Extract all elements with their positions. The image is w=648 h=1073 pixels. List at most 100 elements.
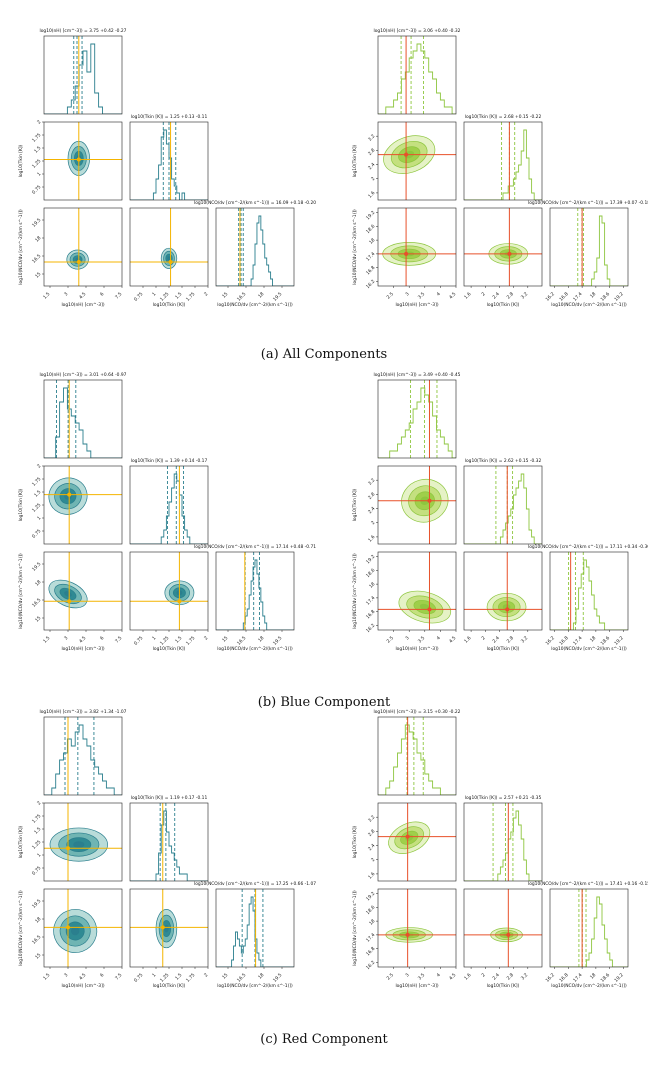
x-tick-label: 16.2 <box>545 972 557 984</box>
panel-frame <box>463 551 543 631</box>
y-tick-label: 1.25 <box>31 158 43 170</box>
contour-panel-n_H-T_kin: 0.75 11.25 1.51.75 2 log10(Tkin [K]) <box>18 800 123 882</box>
y-axis-label: log10(Tkin [K]) <box>352 825 358 858</box>
y-tick-label: 15 <box>34 952 42 960</box>
panel-frame <box>463 121 543 201</box>
x-tick-label: 16.5 <box>236 635 248 647</box>
x-tick-label: 16.2 <box>545 291 557 303</box>
contour-panel-n_H-N_CO: 1.5 3 4.5 6 7.5 log10(nH) [cm^-3]) 15 16.5 18 19.… <box>18 207 123 308</box>
x-tick-label: 7.5 <box>114 972 123 981</box>
x-tick-label: 1.6 <box>463 972 472 981</box>
y-tick-label: 18.6 <box>365 567 377 579</box>
y-tick-label: 18 <box>34 235 42 243</box>
panel-frame <box>549 888 629 968</box>
panel-title: log10(NCO/dv [cm^-2/(km s^-1)]) = 17.14 … <box>194 544 316 550</box>
x-tick-label: 19.5 <box>272 972 284 984</box>
x-tick-label: 1.6 <box>463 291 472 300</box>
truth-marker <box>66 925 70 930</box>
y-tick-label: 2.8 <box>367 491 376 500</box>
histogram-panel-T_kin: log10(Tkin [K]) = 1.39 +0.14 -0.17 <box>129 458 209 545</box>
y-tick-label: 2 <box>370 176 376 182</box>
panel-title: log10(nH) [cm^-3]) = 3.01 +0.64 -0.97 <box>40 372 127 378</box>
histogram-panel-n_H: log10(nH) [cm^-3]) = 3.06 +0.40 -0.32 <box>374 28 461 115</box>
x-tick-label: 1 <box>151 972 157 978</box>
x-tick-label: 4.5 <box>448 972 457 981</box>
x-tick-label: 1.5 <box>174 972 183 981</box>
x-tick-label: 16.8 <box>558 291 570 303</box>
histogram-panel-T_kin: log10(Tkin [K]) = 2.62 +0.15 -0.32 <box>463 458 543 545</box>
corner-plot-a-left: log10(nH) [cm^-3]) = 3.75 +0.42 -0.27 0.7… <box>18 28 316 308</box>
y-tick-label: 2 <box>370 857 376 863</box>
x-tick-label: 2 <box>203 972 209 978</box>
panel-frame <box>377 802 457 882</box>
histogram-T_kin <box>464 473 542 544</box>
x-tick-label: 18 <box>589 972 597 980</box>
histogram-N_CO <box>550 559 628 630</box>
panel-title: log10(nH) [cm^-3]) = 3.15 +0.30 -0.22 <box>374 709 461 715</box>
y-tick-label: 18 <box>368 918 376 926</box>
y-tick-label: 16.2 <box>365 279 377 291</box>
x-tick-label: 1.25 <box>159 972 171 984</box>
y-tick-label: 2.4 <box>367 506 376 515</box>
x-axis-label: log10(NCO/dv [cm^-2/(km s^-1)]) <box>551 302 627 308</box>
histogram-N_CO <box>550 896 628 967</box>
contour-panel-T_kin-N_CO: 0.75 1 1.25 1.5 1.75 2 log10(Tkin [K]) <box>129 207 209 308</box>
panel-frame <box>463 802 543 882</box>
x-tick-label: 19.5 <box>272 291 284 303</box>
x-tick-label: 4.5 <box>78 291 87 300</box>
y-axis-label: log10(NCO/dv [cm^-2/(km s^-1)]) <box>18 890 24 966</box>
x-tick-label: 4.5 <box>448 635 457 644</box>
panel-frame <box>215 551 295 631</box>
y-tick-label: 1.5 <box>33 826 42 835</box>
x-tick-label: 3.5 <box>417 972 426 981</box>
panel-frame <box>377 551 457 631</box>
truth-marker <box>66 846 70 851</box>
x-tick-label: 7.5 <box>114 635 123 644</box>
x-axis-label: log10(Tkin [K]) <box>487 983 520 989</box>
corner-plot-c-left: log10(nH) [cm^-3]) = 3.82 +1.34 -1.07 0.7… <box>18 709 316 989</box>
x-tick-label: 18 <box>257 972 265 980</box>
panel-frame <box>377 379 457 459</box>
x-tick-label: 19.2 <box>613 972 625 984</box>
x-tick-label: 18.6 <box>600 291 612 303</box>
panel-title: log10(NCO/dv [cm^-2/(km s^-1)]) = 17.41 … <box>528 881 648 887</box>
panel-frame <box>377 465 457 545</box>
x-tick-label: 3 <box>63 972 69 978</box>
y-tick-label: 17.4 <box>365 932 377 944</box>
x-tick-label: 1.75 <box>185 291 197 303</box>
truth-marker <box>160 925 165 930</box>
y-axis-label: log10(NCO/dv [cm^-2/(km s^-1)]) <box>352 209 358 285</box>
panel-frame <box>549 207 629 287</box>
x-tick-label: 3 <box>404 972 410 978</box>
x-tick-label: 0.75 <box>133 635 145 647</box>
contour-level-4 <box>167 256 171 261</box>
truth-marker <box>507 251 512 256</box>
y-tick-label: 1.75 <box>31 476 43 488</box>
corner-plot-b-right: log10(nH) [cm^-3]) = 3.49 +0.40 -0.45 1.6… <box>352 372 648 652</box>
x-tick-label: 1.6 <box>463 635 472 644</box>
histogram-panel-N_CO: log10(NCO/dv [cm^-2/(km s^-1)]) = 17.14 … <box>194 544 316 652</box>
panel-title: log10(nH) [cm^-3]) = 3.06 +0.40 -0.32 <box>374 28 461 34</box>
x-tick-label: 16.5 <box>236 972 248 984</box>
y-tick-label: 16.8 <box>365 265 377 277</box>
y-tick-label: 2 <box>36 800 42 806</box>
x-tick-label: 4 <box>435 291 441 297</box>
y-tick-label: 0.75 <box>31 865 43 877</box>
x-axis-label: log10(Tkin [K]) <box>487 646 520 652</box>
y-tick-label: 18 <box>368 581 376 589</box>
panel-title: log10(nH) [cm^-3]) = 3.75 +0.42 -0.27 <box>40 28 127 34</box>
x-tick-label: 2 <box>203 635 209 641</box>
x-tick-label: 2 <box>480 972 486 978</box>
x-axis-label: log10(nH) [cm^-3]) <box>395 302 438 308</box>
y-axis-label: log10(NCO/dv [cm^-2/(km s^-1)]) <box>18 209 24 285</box>
histogram-panel-T_kin: log10(Tkin [K]) = 2.68 +0.15 -0.22 <box>463 114 543 201</box>
contour-panel-n_H-T_kin: 1.6 2 2.4 2.8 3.2 log10(Tkin [K]) <box>352 802 457 882</box>
x-tick-label: 4.5 <box>78 635 87 644</box>
x-tick-label: 16.8 <box>558 635 570 647</box>
x-axis-label: log10(nH) [cm^-3]) <box>61 646 104 652</box>
x-tick-label: 1.25 <box>159 635 171 647</box>
panel-title: log10(Tkin [K]) = 2.57 +0.21 -0.35 <box>465 795 542 801</box>
x-axis-label: log10(Tkin [K]) <box>153 983 186 989</box>
y-axis-label: log10(NCO/dv [cm^-2/(km s^-1)]) <box>18 553 24 629</box>
